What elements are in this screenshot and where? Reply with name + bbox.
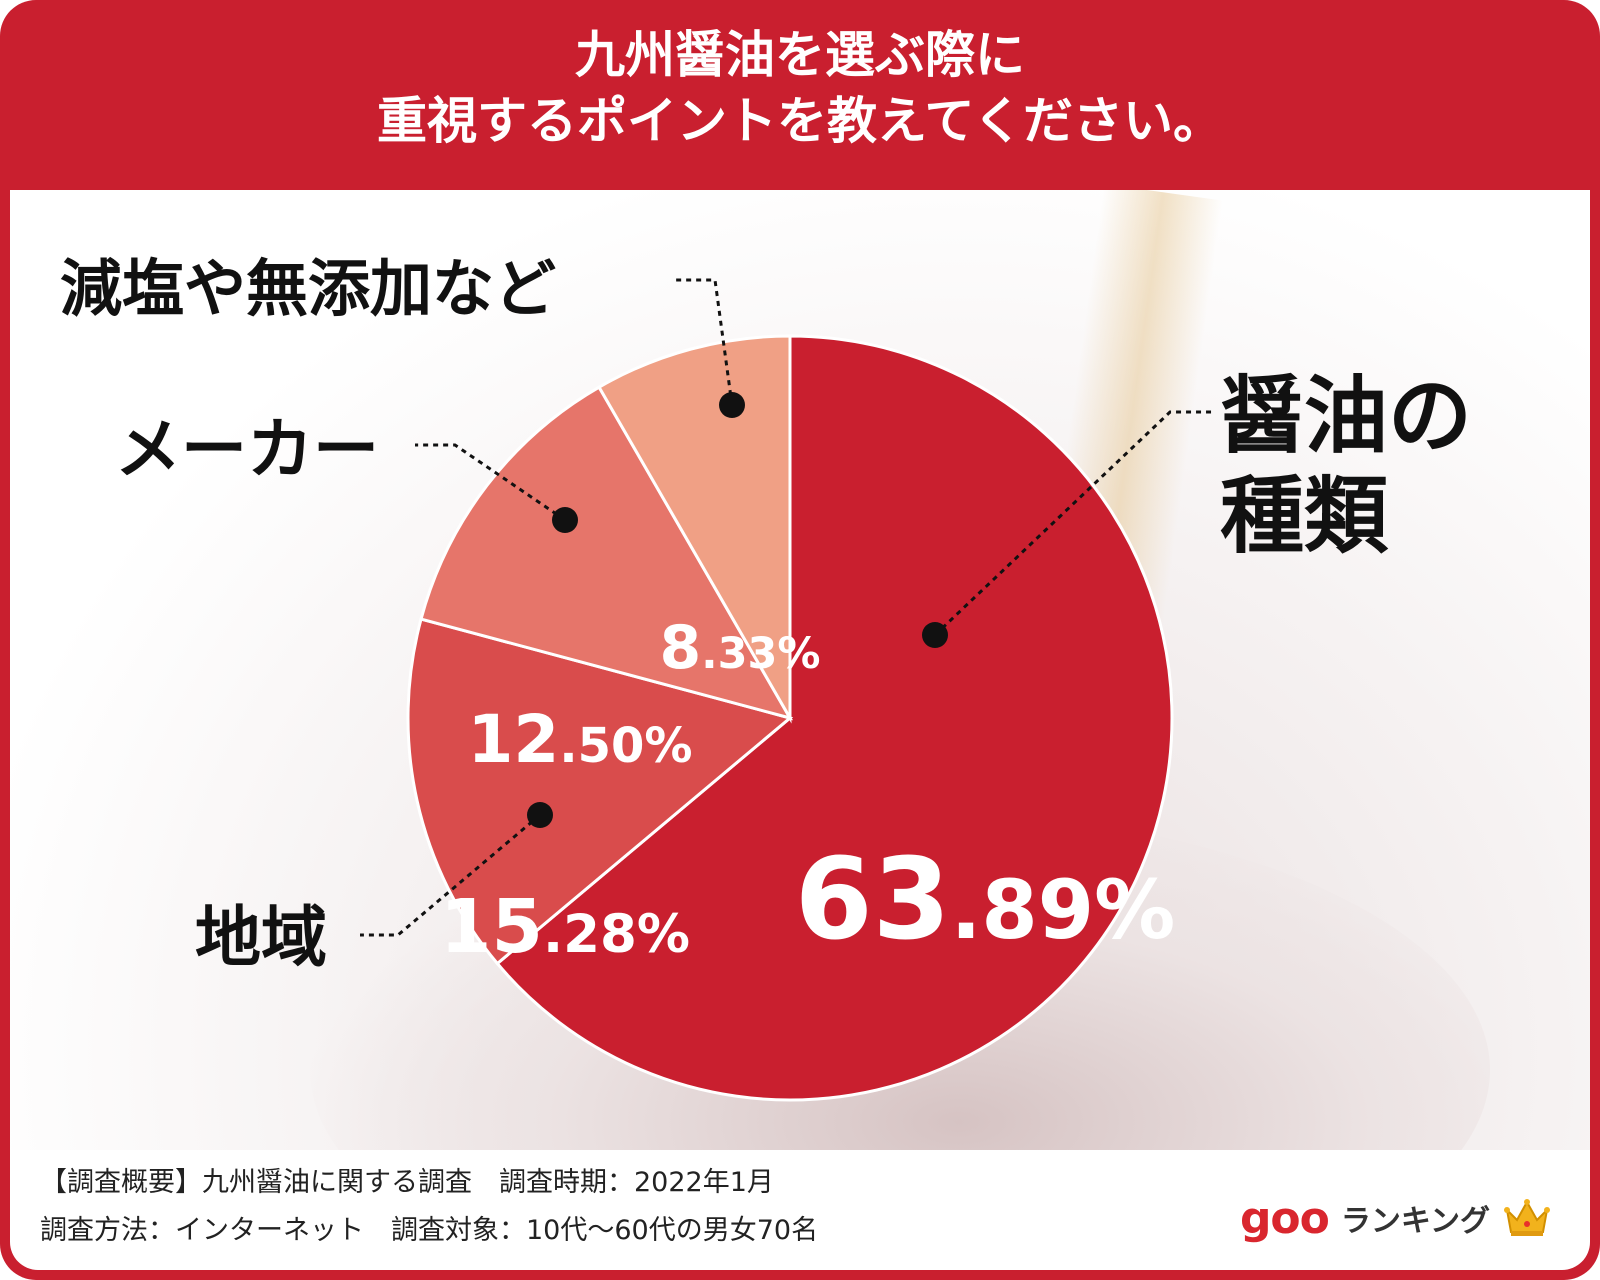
brand-name: ランキング [1340,1204,1490,1239]
leader-dot-2 [527,802,553,828]
leader-dot-4 [719,392,745,418]
title-line-1: 九州醤油を選ぶ際に [575,26,1025,84]
brand-logo: goo ランキング [1240,1188,1550,1248]
leader-line-4 [675,278,734,406]
category-label-1: 醤油の種類 [1220,367,1472,565]
chart-panel: 63.89% 15.28% 12.50% 8.33% 醤油の種類地域 メーカー 減塩や無添加… [10,190,1590,1150]
pie-slice-4 [597,334,792,724]
category-label-3: メーカー [115,411,379,488]
slice-value-label-4: 8.33% [659,613,820,683]
leader-line-1 [933,410,1215,637]
leader-line-2 [360,813,541,937]
slice-value-label-1: 63.89% [795,835,1176,965]
pie-slice-1 [495,334,1174,1102]
slice-value-label-3: 12.50% [468,701,693,778]
crown-icon [1504,1199,1550,1236]
leader-line-3 [415,443,566,522]
leader-dot-1 [922,622,948,648]
pie-slice-2 [406,617,794,966]
category-label-2: 地域 [195,899,327,976]
survey-note-1: 【調査概要】九州醤油に関する調査 調査時期：2022年1月 [40,1167,774,1198]
slice-value-label-2: 15.28% [440,884,690,970]
leader-dot-3 [552,507,578,533]
survey-note-2: 調査方法：インターネット 調査対象：10代～60代の男女70名 [40,1215,819,1246]
category-label-4: 減塩や無添加など [60,252,556,325]
pie-slice-3 [419,385,794,721]
page-title: 九州醤油を選ぶ際に 重視するポイントを教えてください。 [0,22,1600,154]
footer: 【調査概要】九州醤油に関する調査 調査時期：2022年1月 調査方法：インターネ… [10,1150,1590,1270]
title-line-2: 重視するポイントを教えてください。 [377,92,1223,150]
brand-goo-logo: goo [1239,1192,1330,1244]
